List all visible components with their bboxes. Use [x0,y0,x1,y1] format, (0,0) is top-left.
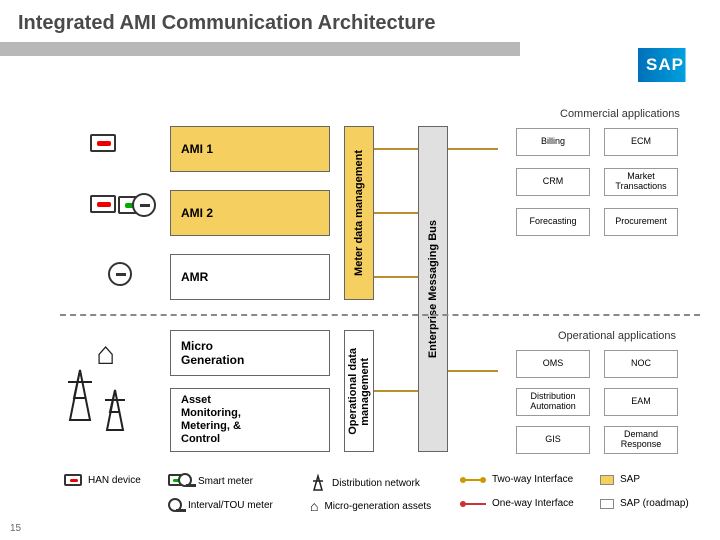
legend-han-label: HAN device [88,475,141,486]
legend-two-label: Two-way Interface [492,474,573,485]
connector [374,212,418,214]
app-da: Distribution Automation [516,388,590,416]
amr-box: AMR [170,254,330,300]
han-device-icon [90,134,122,156]
app-market: Market Transactions [604,168,678,196]
connector [374,390,418,392]
legend-roadmap: SAP (roadmap) [600,498,689,509]
app-billing: Billing [516,128,590,156]
ami1-box: AMI 1 [170,126,330,172]
legend-one: One-way Interface [460,498,574,509]
legend-sap-label: SAP [620,474,640,485]
legend-dist-label: Distribution network [332,478,420,489]
interval-meter-icon [108,262,140,284]
legend-roadmap-label: SAP (roadmap) [620,498,689,509]
legend-micro: ⌂ Micro-generation assets [310,498,431,514]
legend-smart: Smart meter [168,474,253,488]
ami2-box: AMI 2 [170,190,330,236]
title-bar [0,42,520,56]
mdm-bar: Meter data management [344,126,374,300]
legend-one-label: One-way Interface [492,498,574,509]
odm-bar: Operational data management [344,330,374,452]
app-ecm: ECM [604,128,678,156]
sap-logo: SAP [638,48,706,82]
app-noc: NOC [604,350,678,378]
micro-gen-box: Micro Generation [170,330,330,376]
app-dr: Demand Response [604,426,678,454]
page-number: 15 [10,523,21,534]
legend-micro-label: Micro-generation assets [324,501,431,512]
legend-han: HAN device [64,474,141,486]
app-oms: OMS [516,350,590,378]
app-procurement: Procurement [604,208,678,236]
operational-label: Operational applications [558,330,676,342]
legend-interval-label: Interval/TOU meter [188,500,273,511]
bus-label: Enterprise Messaging Bus [427,220,439,358]
app-eam: EAM [604,388,678,416]
connector [448,148,498,150]
legend-sap: SAP [600,474,640,485]
smart-meter-icon [118,196,150,218]
commercial-label: Commercial applications [560,108,680,120]
asset-box: Asset Monitoring, Metering, & Control [170,388,330,452]
connector [374,276,418,278]
legend-dist: Distribution network [310,474,420,492]
mdm-label: Meter data management [353,150,365,276]
app-forecasting: Forecasting [516,208,590,236]
divider [60,314,700,316]
connector [374,148,418,150]
distribution-network-icon [60,360,140,440]
legend-smart-label: Smart meter [198,476,253,487]
legend-interval: Interval/TOU meter [168,498,273,512]
odm-label: Operational data management [347,348,371,435]
enterprise-bus-bar: Enterprise Messaging Bus [418,126,448,452]
page-title: Integrated AMI Communication Architectur… [18,12,435,35]
legend-two: Two-way Interface [460,474,573,485]
app-crm: CRM [516,168,590,196]
slide: Integrated AMI Communication Architectur… [0,0,720,540]
connector [448,370,498,372]
app-gis: GIS [516,426,590,454]
